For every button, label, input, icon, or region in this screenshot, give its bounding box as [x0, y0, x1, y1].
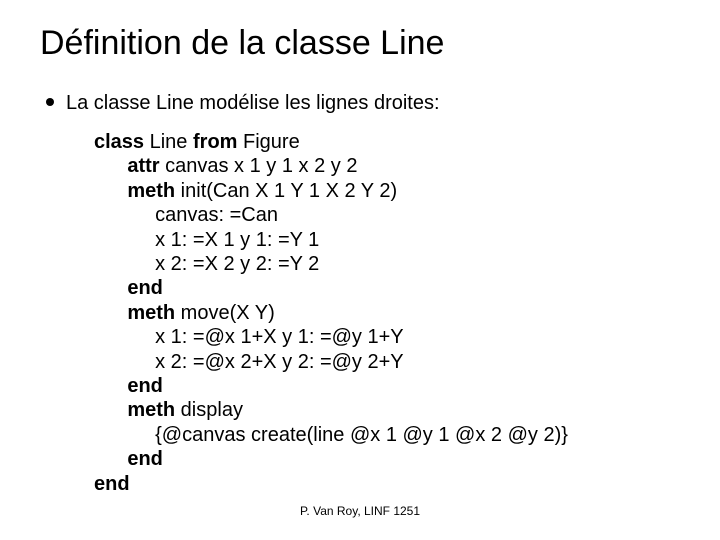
kw-attr: attr [94, 155, 160, 177]
code-text: x 2: =X 2 y 2: =Y 2 [94, 253, 319, 275]
kw-meth: meth [94, 180, 175, 202]
code-text: canvas: =Can [94, 204, 278, 226]
bullet-item: La classe Line modélise les lignes droit… [46, 91, 680, 116]
kw-end: end [94, 375, 163, 397]
code-block: class Line from Figure attr canvas x 1 y… [94, 130, 680, 496]
kw-meth: meth [94, 399, 175, 421]
code-text: x 1: =X 1 y 1: =Y 1 [94, 229, 319, 251]
kw-class: class [94, 131, 144, 153]
slide-title: Définition de la classe Line [40, 24, 680, 63]
code-text: Figure [237, 131, 299, 153]
bullet-text: La classe Line modélise les lignes droit… [66, 91, 440, 116]
slide-footer: P. Van Roy, LINF 1251 [0, 504, 720, 518]
kw-meth: meth [94, 302, 175, 324]
kw-end: end [94, 448, 163, 470]
code-text: {@canvas create(line @x 1 @y 1 @x 2 @y 2… [94, 424, 568, 446]
code-text: display [175, 399, 243, 421]
code-text: x 2: =@x 2+X y 2: =@y 2+Y [94, 351, 404, 373]
code-text: x 1: =@x 1+X y 1: =@y 1+Y [94, 326, 404, 348]
kw-end: end [94, 473, 130, 495]
kw-from: from [193, 131, 237, 153]
bullet-dot-icon [46, 98, 54, 106]
slide: Définition de la classe Line La classe L… [0, 0, 720, 540]
code-text: move(X Y) [175, 302, 275, 324]
code-text: init(Can X 1 Y 1 X 2 Y 2) [175, 180, 397, 202]
code-text: Line [144, 131, 193, 153]
code-text: canvas x 1 y 1 x 2 y 2 [160, 155, 358, 177]
kw-end: end [94, 277, 163, 299]
